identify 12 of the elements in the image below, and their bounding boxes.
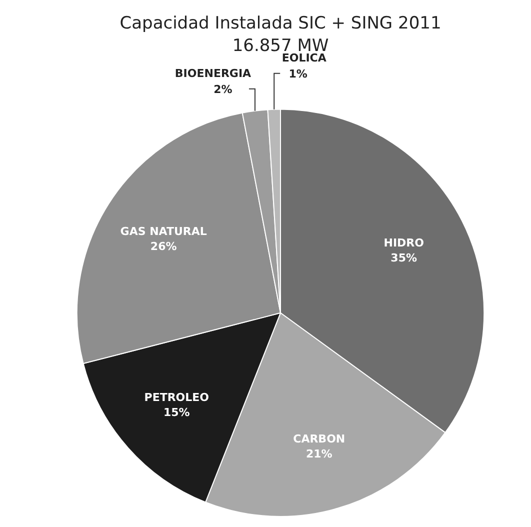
data-label: 21% <box>306 447 332 460</box>
data-label: 35% <box>390 252 418 265</box>
slice-label: GAS NATURAL <box>120 225 207 238</box>
data-label: 1% <box>288 67 308 80</box>
chart-title: Capacidad Instalada SIC + SING 2011 <box>120 14 442 34</box>
slice-label: CARBON <box>293 432 346 446</box>
data-label: 26% <box>150 240 177 254</box>
slice-label: HIDRO <box>384 236 424 250</box>
slice-label: BIOENERGIA <box>174 66 252 80</box>
data-label: 2% <box>214 82 232 96</box>
data-label: 15% <box>163 406 190 419</box>
slice-label: PETROLEO <box>144 390 210 404</box>
